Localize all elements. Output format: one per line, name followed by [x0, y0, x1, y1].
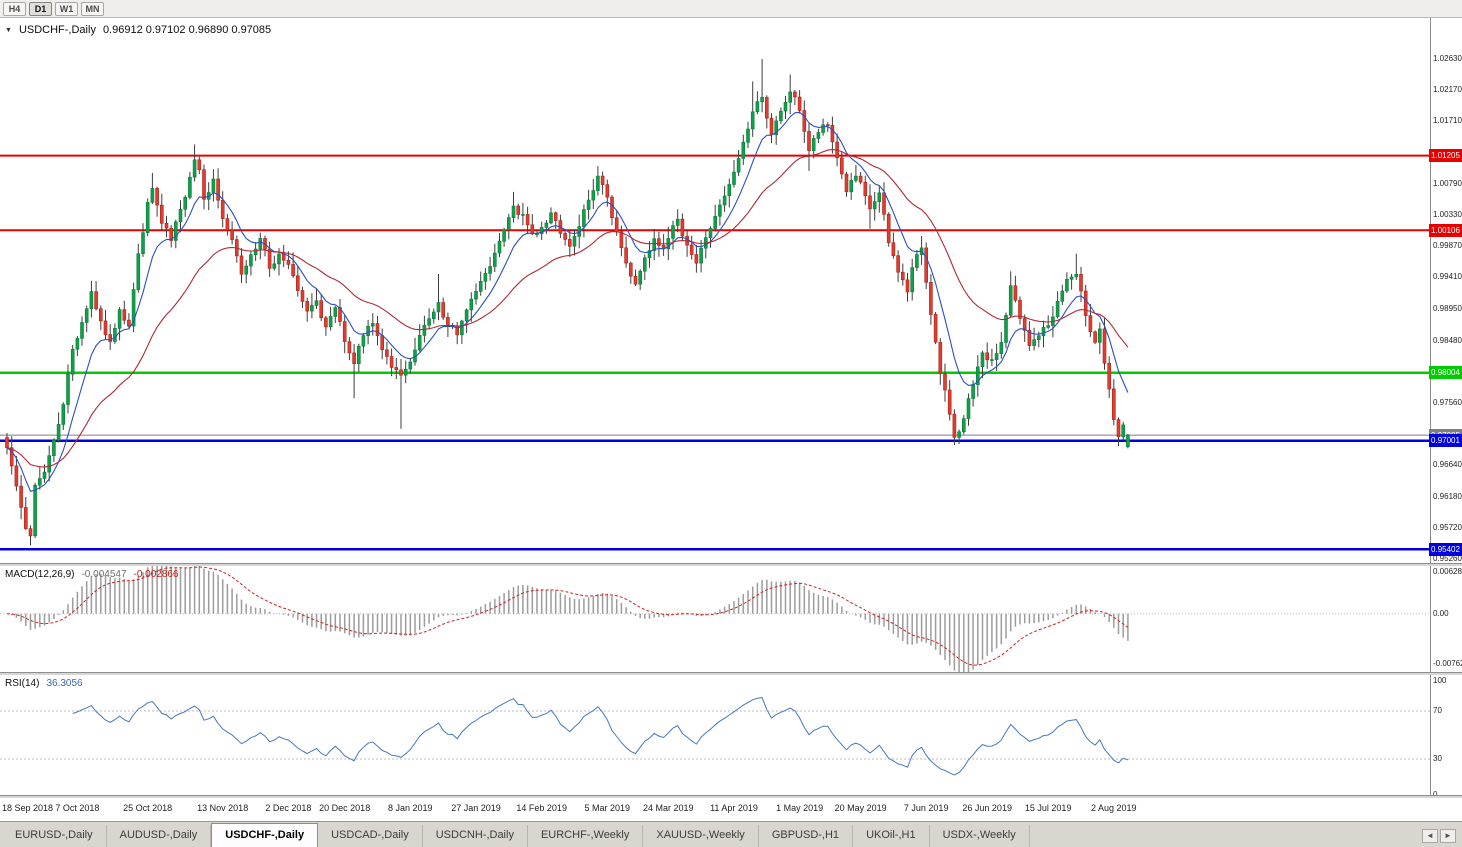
price-level-box: 1.01205 [1429, 149, 1462, 163]
macd-indicator-label: MACD(12,26,9) -0.004547 -0.002866 [5, 569, 179, 580]
ma-fast-line [6, 111, 1129, 492]
x-axis-date: 26 Jun 2019 [962, 803, 1012, 813]
y-axis-tick: 1.02170 [1433, 85, 1462, 95]
timeframe-button-mn[interactable]: MN [81, 1, 104, 16]
rsi-axis-tick: 70 [1433, 706, 1442, 715]
x-axis-date: 5 Mar 2019 [584, 803, 631, 813]
collapse-chart-icon[interactable]: ▼ [5, 26, 12, 34]
macd-name: MACD(12,26,9) [5, 569, 75, 580]
tab-gbpusd-h1[interactable]: GBPUSD-,H1 [759, 825, 854, 847]
timeframe-toolbar: H4 D1 W1 MN [0, 0, 1462, 18]
macd-signal-value: -0.002866 [133, 569, 179, 580]
rsi-axis-tick: 100 [1433, 676, 1447, 685]
x-axis-date: 24 Mar 2019 [643, 803, 694, 813]
chart-tabs: EURUSD-,Daily AUDUSD-,Daily USDCHF-,Daily U… [2, 823, 1030, 847]
y-axis-tick: 0.96180 [1433, 491, 1462, 501]
chart-ohlc-values: 0.96912 0.97102 0.96890 0.97085 [102, 24, 272, 36]
price-level-box: 0.97001 [1429, 434, 1462, 448]
tabbar-scroll-right[interactable]: ► [1440, 829, 1456, 843]
chart-title: ▼ USDCHF-,Daily 0.96912 0.97102 0.96890 … [5, 24, 271, 36]
rsi-value: 36.3056 [46, 678, 83, 689]
x-axis-date: 7 Jun 2019 [903, 803, 949, 813]
x-axis-date: 11 Apr 2019 [710, 803, 758, 813]
y-axis-tick: 0.98950 [1433, 303, 1462, 313]
panel-divider[interactable] [0, 672, 1462, 675]
chart-tabs-bar: EURUSD-,Daily AUDUSD-,Daily USDCHF-,Daily U… [0, 821, 1462, 847]
panel-divider[interactable] [0, 563, 1462, 566]
macd-axis-tick: -0.00762 [1433, 659, 1462, 669]
panel-divider[interactable] [0, 795, 1462, 798]
y-axis-tick: 0.95260 [1433, 553, 1462, 563]
x-axis-date: 1 May 2019 [776, 803, 824, 813]
price-level-box: 0.98004 [1429, 366, 1462, 380]
tabbar-scroll-left[interactable]: ◄ [1422, 829, 1438, 843]
price-level-box: 0.95402 [1429, 542, 1462, 556]
tab-usdx-weekly[interactable]: USDX-,Weekly [930, 825, 1030, 847]
tab-usdcad-daily[interactable]: USDCAD-,Daily [318, 825, 423, 847]
tabbar-arrows: ◄ ► [1422, 829, 1462, 847]
x-axis-date: 18 Sep 2018 [2, 803, 54, 813]
x-axis-date: 20 May 2019 [834, 803, 887, 813]
tab-eurchf-weekly[interactable]: EURCHF-,Weekly [528, 825, 644, 847]
tab-ukoil-h1[interactable]: UKOil-,H1 [853, 825, 930, 847]
candles-layer [5, 59, 1130, 546]
x-axis-date: 8 Jan 2019 [388, 803, 433, 813]
rsi-indicator-label: RSI(14) 36.3056 [5, 678, 83, 689]
tab-usdchf-daily[interactable]: USDCHF-,Daily [211, 823, 319, 847]
tab-audusd-daily[interactable]: AUDUSD-,Daily [107, 825, 212, 847]
x-axis-date: 2 Dec 2018 [265, 803, 312, 813]
rsi-axis-tick: 30 [1433, 754, 1442, 763]
tab-usdcnh-daily[interactable]: USDCNH-,Daily [423, 825, 528, 847]
macd-panel [0, 566, 1430, 672]
tab-eurusd-daily[interactable]: EURUSD-,Daily [2, 825, 107, 847]
y-axis-tick: 0.99870 [1433, 241, 1462, 251]
timeframe-button-d1[interactable]: D1 [29, 1, 52, 16]
level-lines [0, 154, 1430, 551]
rsi-axis-tick: 0 [1433, 790, 1462, 799]
timeframe-button-w1[interactable]: W1 [55, 1, 78, 16]
x-axis-date: 14 Feb 2019 [516, 803, 567, 813]
x-axis-date: 7 Oct 2018 [55, 803, 100, 813]
y-axis-tick: 0.96640 [1433, 460, 1462, 470]
x-axis-date: 25 Oct 2018 [123, 803, 173, 813]
price-chart-canvas[interactable] [0, 18, 1462, 798]
y-axis-tick: 0.95720 [1433, 522, 1462, 532]
macd-axis-tick: 0.006286 [1433, 567, 1462, 577]
y-axis-tick: 0.98480 [1433, 335, 1462, 345]
x-axis-date: 2 Aug 2019 [1091, 803, 1137, 813]
y-axis-tick: 1.02630 [1433, 54, 1462, 63]
x-axis-date: 13 Nov 2018 [197, 803, 249, 813]
rsi-line [72, 697, 1129, 776]
y-axis-tick: 1.00790 [1433, 178, 1462, 188]
macd-main-value: -0.004547 [81, 569, 127, 580]
x-axis-date: 15 Jul 2019 [1024, 803, 1072, 813]
x-axis-date: 20 Dec 2018 [319, 803, 371, 813]
y-axis-tick: 1.00330 [1433, 210, 1462, 219]
ma-slow-line [6, 149, 1129, 468]
tab-xauusd-weekly[interactable]: XAUUSD-,Weekly [643, 825, 759, 847]
rsi-name: RSI(14) [5, 678, 40, 689]
timeframe-button-h4[interactable]: H4 [3, 1, 26, 16]
price-level-box: 1.00106 [1429, 223, 1462, 237]
y-axis-tick: 0.97560 [1433, 397, 1462, 407]
chart-symbol-period: USDCHF-,Daily [18, 24, 96, 36]
x-axis-date: 27 Jan 2019 [451, 803, 501, 813]
rsi-panel [0, 697, 1430, 776]
y-axis-tick: 0.99410 [1433, 272, 1462, 282]
y-axis-tick: 1.01710 [1433, 116, 1462, 126]
macd-signal-line [6, 566, 1129, 666]
macd-axis-tick: 0.00 [1433, 608, 1449, 618]
